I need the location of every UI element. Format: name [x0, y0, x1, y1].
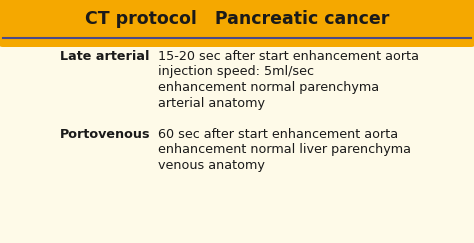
Text: enhancement normal parenchyma: enhancement normal parenchyma [158, 81, 379, 94]
Text: arterial anatomy: arterial anatomy [158, 96, 265, 110]
Text: CT protocol   Pancreatic cancer: CT protocol Pancreatic cancer [85, 10, 389, 28]
Text: enhancement normal liver parenchyma: enhancement normal liver parenchyma [158, 144, 411, 156]
Text: Late arterial: Late arterial [61, 50, 150, 63]
Text: injection speed: 5ml/sec: injection speed: 5ml/sec [158, 66, 314, 78]
FancyBboxPatch shape [0, 0, 474, 47]
Text: venous anatomy: venous anatomy [158, 159, 265, 172]
Text: 60 sec after start enhancement aorta: 60 sec after start enhancement aorta [158, 128, 398, 141]
FancyBboxPatch shape [3, 26, 471, 38]
Text: Portovenous: Portovenous [60, 128, 150, 141]
Text: 15-20 sec after start enhancement aorta: 15-20 sec after start enhancement aorta [158, 50, 419, 63]
